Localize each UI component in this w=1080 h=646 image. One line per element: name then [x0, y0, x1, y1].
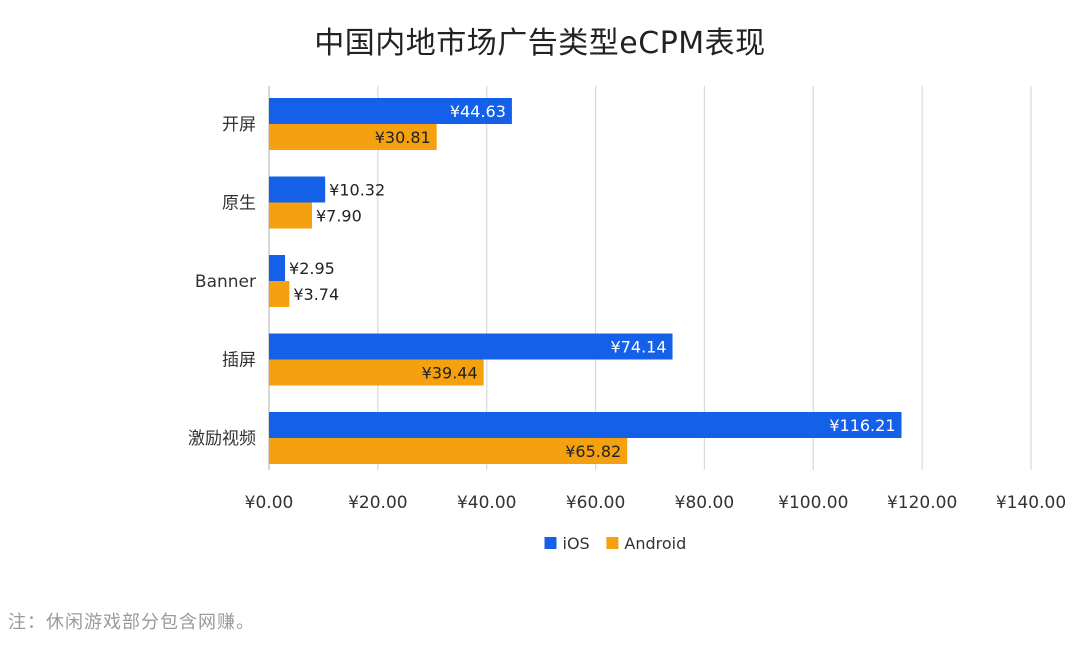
bar-ios-4	[269, 412, 902, 438]
bar-ios-2	[269, 255, 286, 281]
bar-android-1	[269, 202, 312, 229]
category-label: 开屏	[222, 115, 256, 135]
x-tick-label: ¥120.00	[887, 493, 957, 513]
x-axis-tick-labels: ¥0.00 ¥20.00 ¥40.00 ¥60.00 ¥80.00 ¥100.00 ¥120…	[245, 493, 1066, 513]
bar-ios-1	[269, 176, 326, 203]
legend-swatch-ios	[544, 537, 557, 549]
x-tick-label: ¥80.00	[675, 493, 734, 513]
bar-value-labels: ¥44.63 ¥30.81 ¥10.32 ¥7.90 ¥2.95 ¥3.74 ¥74.14 ¥…	[289, 102, 895, 461]
x-tick-label: ¥60.00	[566, 493, 625, 513]
bar-value-label: ¥2.95	[289, 259, 335, 278]
category-label: 原生	[222, 194, 256, 214]
bar-value-label: ¥74.14	[611, 338, 667, 357]
x-tick-label: ¥40.00	[457, 493, 516, 513]
x-tick-label: ¥20.00	[348, 493, 407, 513]
category-label: Banner	[195, 272, 256, 292]
legend-label-ios: iOS	[563, 534, 590, 553]
bar-value-label: ¥7.90	[316, 207, 362, 226]
bar-value-label: ¥30.81	[375, 128, 431, 147]
category-label: 插屏	[222, 351, 256, 371]
legend: iOS Android	[544, 534, 686, 553]
x-tick-label: ¥100.00	[778, 493, 848, 513]
bar-android-2	[269, 281, 290, 307]
bar-ios-0	[269, 98, 512, 124]
bar-value-label: ¥44.63	[450, 102, 506, 121]
legend-label-android: Android	[624, 534, 686, 553]
bar-value-label: ¥39.44	[422, 364, 478, 383]
x-tick-label: ¥140.00	[996, 493, 1066, 513]
category-label: 激励视频	[188, 429, 256, 449]
bar-value-label: ¥116.21	[829, 416, 895, 435]
bar-value-label: ¥10.32	[329, 181, 385, 200]
bar-android-0	[269, 124, 437, 150]
bars	[269, 98, 902, 464]
footnote: 注：休闲游戏部分包含网赚。	[8, 612, 255, 633]
chart-title: 中国内地市场广告类型eCPM表现	[314, 26, 766, 61]
bar-value-label: ¥3.74	[293, 285, 339, 304]
bar-android-3	[269, 359, 484, 386]
bar-value-label: ¥65.82	[565, 442, 621, 461]
legend-swatch-android	[606, 537, 619, 549]
x-tick-label: ¥0.00	[245, 493, 294, 513]
bar-android-4	[269, 438, 628, 464]
bar-ios-3	[269, 333, 673, 360]
